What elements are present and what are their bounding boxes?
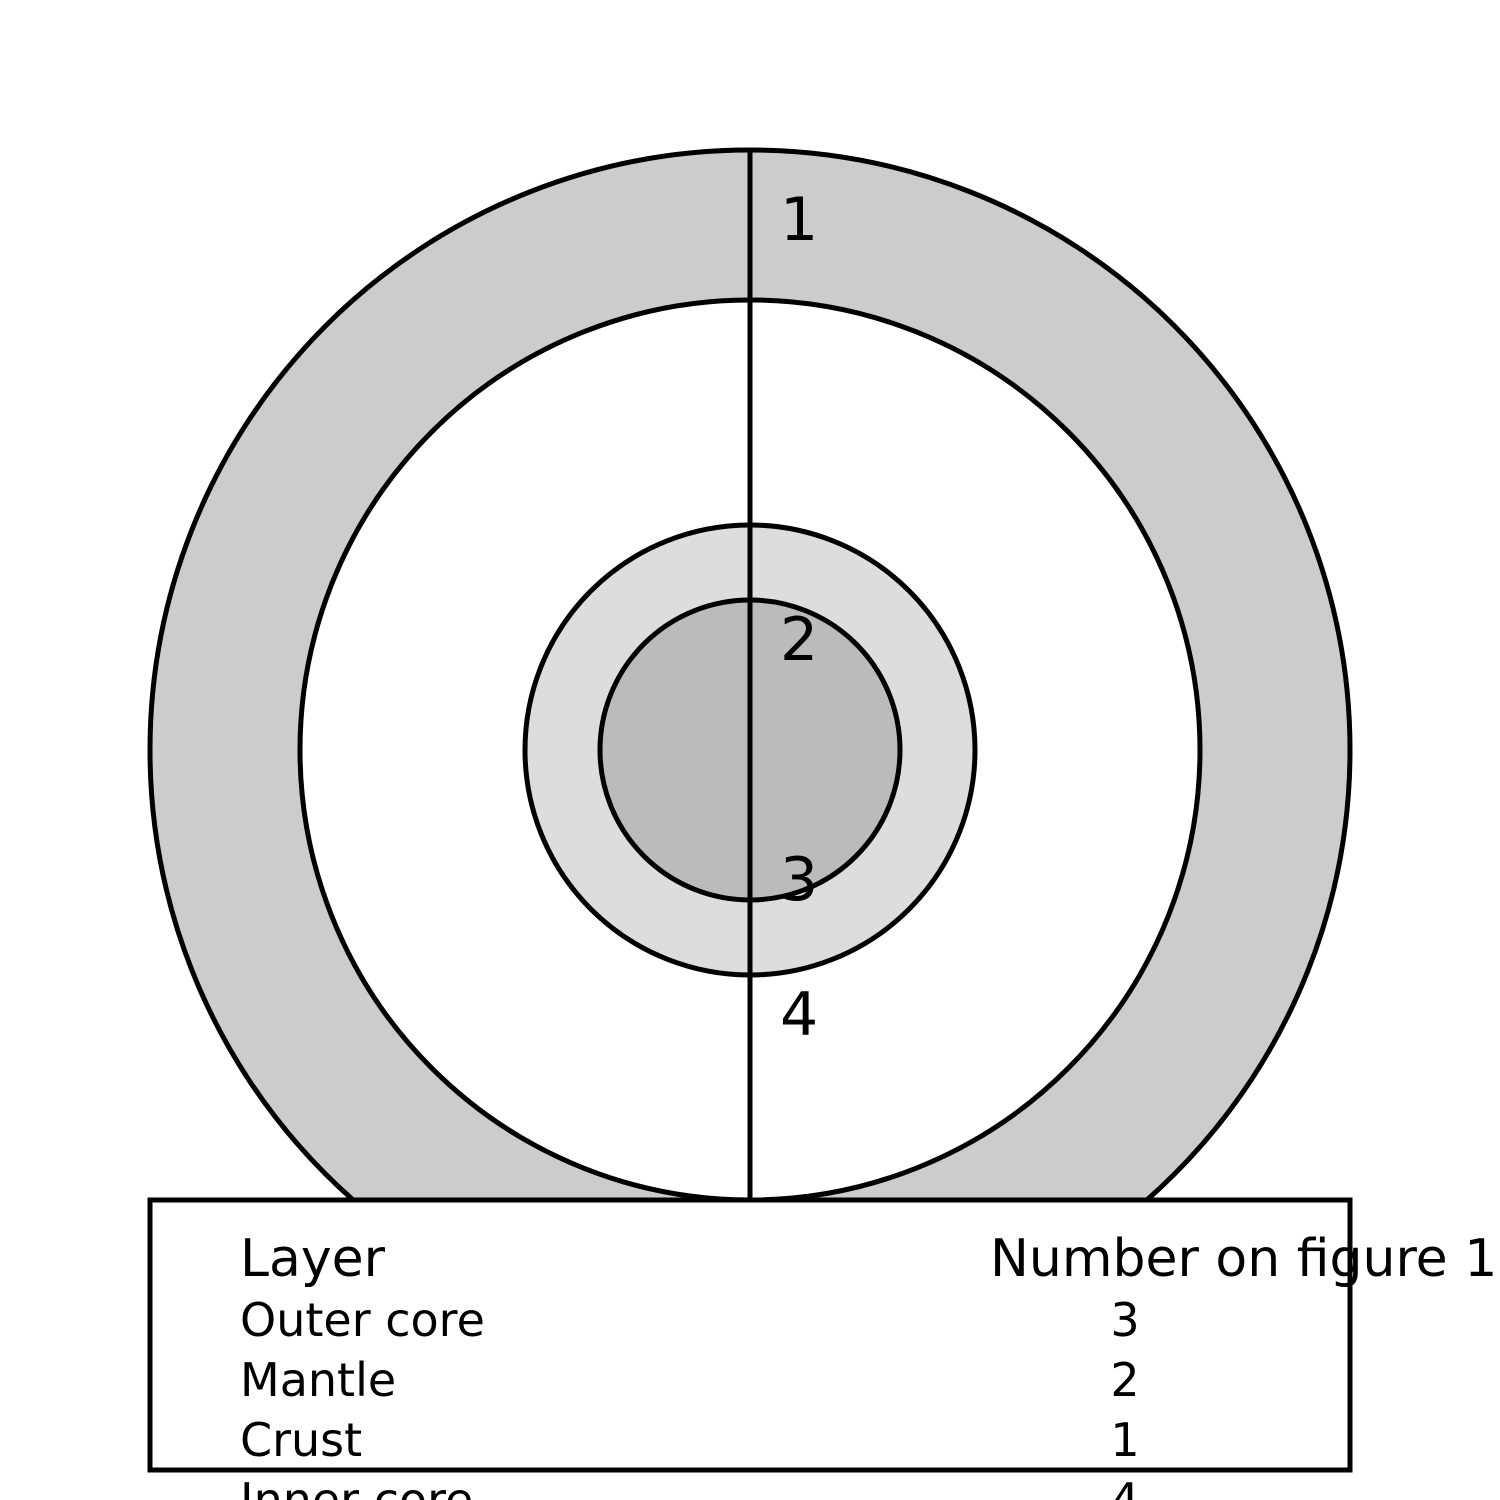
table-box [147,1197,1353,1473]
layer-label-3: 3 [780,845,818,915]
layer-label-4: 4 [780,980,818,1050]
table-cell-layer: Inner core [240,1473,473,1500]
table-cell-layer: Mantle [240,1353,396,1407]
table-header-layer: Layer [240,1229,386,1289]
table-cell-number: 4 [1110,1473,1139,1500]
table-cell-number: 2 [1110,1353,1139,1407]
table-cell-number: 1 [1110,1413,1139,1467]
table-header-number: Number on figure 1 [990,1229,1497,1289]
table-cell-layer: Crust [240,1413,362,1467]
table-row: Crust 1 [240,1413,1140,1467]
table-row: Mantle 2 [240,1353,1140,1407]
table-cell-layer: Outer core [240,1293,485,1347]
layer-label-1: 1 [780,185,818,255]
layer-label-2: 2 [780,605,818,675]
table-row: Inner core 4 [240,1473,1140,1500]
table-row: Outer core 3 [240,1293,1140,1347]
table-cell-number: 3 [1110,1293,1139,1347]
